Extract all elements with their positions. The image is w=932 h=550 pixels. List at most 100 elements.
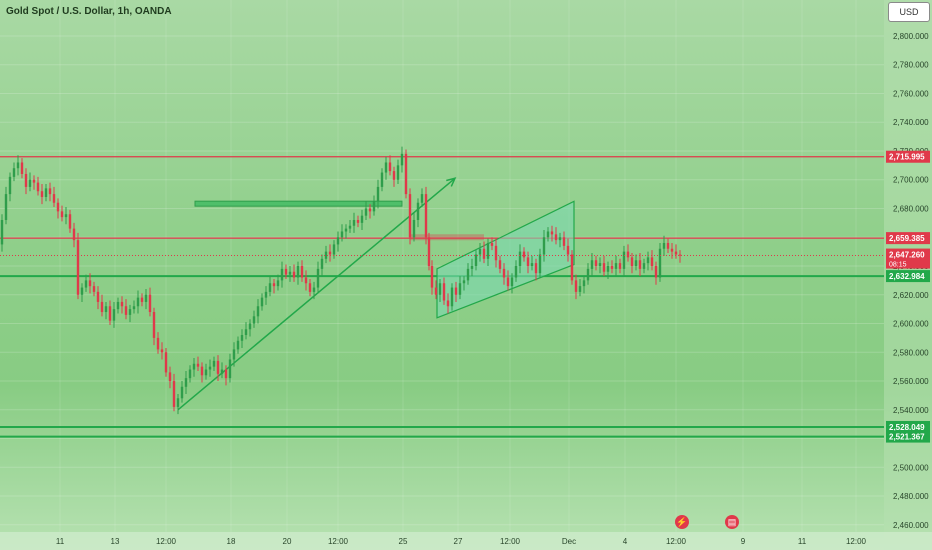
candle-body	[128, 309, 132, 315]
price-level-badge	[886, 420, 930, 433]
candle-body	[112, 309, 116, 321]
candle-body	[176, 398, 180, 407]
candle-body	[172, 381, 176, 407]
candle-body	[352, 219, 356, 226]
candle-body	[510, 277, 514, 287]
candle-body	[268, 283, 272, 292]
candle-body	[60, 211, 64, 218]
currency-button[interactable]: USD	[888, 2, 930, 22]
candle-body	[416, 202, 420, 220]
candle-body	[340, 231, 344, 238]
candle-body	[474, 254, 478, 266]
candle-body	[0, 219, 4, 245]
candle-body	[8, 176, 12, 195]
x-tick-label: 27	[454, 537, 463, 546]
x-tick-label: 12:00	[500, 537, 521, 546]
candle-body	[654, 266, 658, 278]
candle-body	[598, 263, 602, 266]
candle-body	[136, 297, 140, 307]
candle-body	[546, 231, 550, 238]
candle-body	[602, 263, 606, 272]
candle-body	[670, 248, 674, 252]
candle-body	[408, 194, 412, 238]
candle-body	[420, 194, 424, 203]
candle-body	[68, 214, 72, 229]
candle-body	[140, 297, 144, 302]
candle-body	[550, 231, 554, 235]
candle-body	[530, 263, 534, 266]
candle-body	[88, 280, 92, 287]
candle-body	[264, 291, 268, 298]
candle-body	[666, 242, 670, 249]
candle-body	[606, 266, 610, 272]
candle-body	[272, 283, 276, 287]
candle-body	[20, 162, 24, 174]
candle-body	[100, 301, 104, 313]
candle-body	[228, 359, 232, 379]
candle-body	[388, 162, 392, 172]
y-tick-label: 2,500.000	[893, 463, 929, 472]
candle-body	[232, 349, 236, 360]
candle-body	[542, 237, 546, 255]
candle-body	[522, 251, 526, 258]
candle-body	[124, 306, 128, 315]
candle-body	[454, 287, 458, 295]
candle-body	[364, 208, 368, 216]
candle-body	[678, 254, 682, 256]
x-tick-label: 12:00	[846, 537, 867, 546]
price-level-label: 2,715.995	[889, 153, 925, 162]
candle-body	[618, 263, 622, 269]
candle-body	[300, 266, 304, 278]
candle-body	[44, 188, 48, 197]
candle-body	[470, 266, 474, 269]
candle-body	[566, 245, 570, 255]
countdown-label: 08:15	[889, 262, 907, 269]
candle-body	[320, 258, 324, 269]
candle-body	[48, 188, 52, 195]
candle-body	[348, 225, 352, 229]
candle-body	[40, 191, 44, 197]
channel-zone	[436, 200, 575, 319]
x-tick-label: 12:00	[328, 537, 349, 546]
y-tick-label: 2,580.000	[893, 348, 929, 357]
candle-body	[204, 369, 208, 376]
candle-body	[56, 202, 60, 212]
candle-body	[534, 263, 538, 274]
candle-body	[104, 306, 108, 313]
candle-body	[156, 337, 160, 350]
y-tick-label: 2,780.000	[893, 61, 929, 70]
candle-body	[638, 260, 642, 269]
trendline	[177, 177, 456, 411]
y-tick-label: 2,560.000	[893, 377, 929, 386]
candle-body	[312, 287, 316, 292]
candle-body	[626, 251, 630, 258]
candle-body	[184, 378, 188, 387]
x-tick-label: 20	[283, 537, 292, 546]
candle-body	[180, 386, 184, 399]
current-price-badge	[886, 248, 930, 269]
candle-body	[630, 257, 634, 266]
candle-body	[292, 271, 296, 278]
candle-body	[518, 251, 522, 266]
candle-body	[12, 168, 16, 177]
y-tick-label: 2,480.000	[893, 492, 929, 501]
candle-body	[412, 219, 416, 238]
price-level-label: 2,632.984	[889, 272, 925, 281]
candle-body	[372, 201, 376, 212]
candle-body	[574, 280, 578, 292]
horizontal-zone	[194, 200, 403, 207]
candle-body	[276, 280, 280, 287]
calendar-flag-icon[interactable]: ▤	[725, 515, 739, 529]
candle-body	[586, 268, 590, 281]
candle-body	[384, 162, 388, 173]
candle-body	[446, 300, 450, 307]
candle-body	[248, 323, 252, 330]
candle-body	[590, 260, 594, 269]
candle-body	[36, 182, 40, 192]
price-level-label: 2,521.367	[889, 433, 925, 442]
candle-body	[380, 172, 384, 187]
x-tick-label: 11	[798, 537, 807, 546]
lightning-icon[interactable]: ⚡	[675, 515, 689, 529]
